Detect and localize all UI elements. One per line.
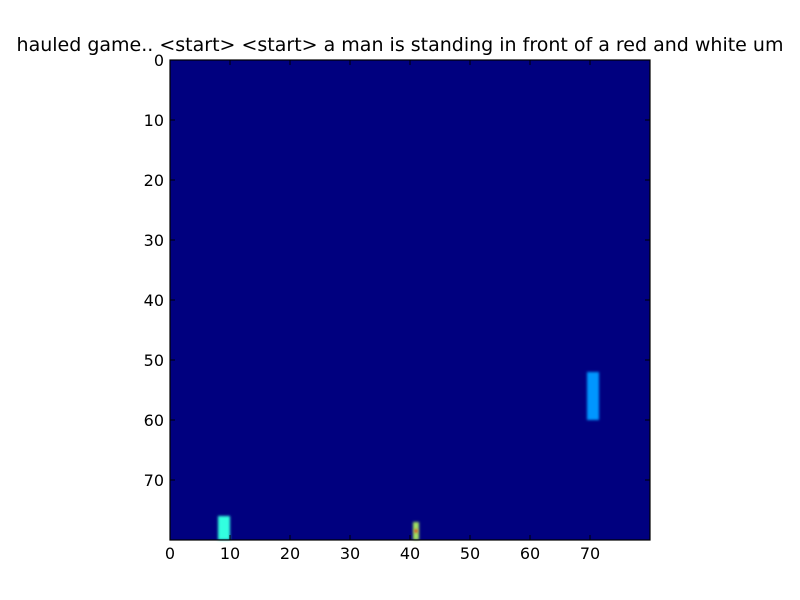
object-paddle-right bbox=[587, 372, 599, 420]
x-tick-label: 60 bbox=[520, 544, 540, 563]
y-tick-label: 0 bbox=[154, 51, 164, 70]
x-tick-label: 30 bbox=[340, 544, 360, 563]
x-tick-label: 0 bbox=[165, 544, 175, 563]
y-tick-label: 30 bbox=[144, 231, 164, 250]
y-tick-label: 70 bbox=[144, 471, 164, 490]
x-tick-label: 50 bbox=[460, 544, 480, 563]
y-tick-label: 40 bbox=[144, 291, 164, 310]
ball-core bbox=[414, 529, 418, 533]
x-tick-label: 70 bbox=[580, 544, 600, 563]
image-background bbox=[170, 60, 650, 540]
y-tick-label: 50 bbox=[144, 351, 164, 370]
x-tick-label: 40 bbox=[400, 544, 420, 563]
x-tick-label: 10 bbox=[220, 544, 240, 563]
y-tick-label: 20 bbox=[144, 171, 164, 190]
y-tick-label: 10 bbox=[144, 111, 164, 130]
y-tick-label: 60 bbox=[144, 411, 164, 430]
chart-title: hauled game.. <start> <start> a man is s… bbox=[16, 34, 784, 56]
x-tick-label: 20 bbox=[280, 544, 300, 563]
object-paddle-left bbox=[218, 516, 230, 540]
